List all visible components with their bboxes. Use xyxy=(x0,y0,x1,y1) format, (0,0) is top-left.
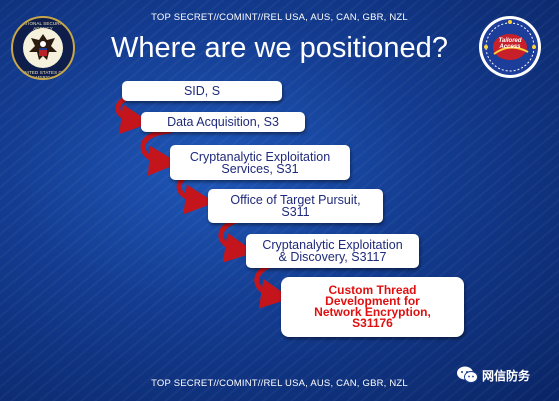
org-box-sid: SID, S xyxy=(122,81,282,101)
tailored-access-text: Tailored Access xyxy=(498,38,522,50)
seal-bottom-text: UNITED STATES OF AMERICA xyxy=(21,70,65,80)
wechat-icon xyxy=(456,365,478,385)
seal-top-text: NATIONAL SECURITY AGENCY xyxy=(19,21,67,31)
org-box-office-of-target-pursuit: Office of Target Pursuit, S311 xyxy=(208,189,383,223)
page-title: Where are we positioned? xyxy=(111,32,448,64)
org-box-cryptanalytic-exploitation-discovery: Cryptanalytic Exploitation & Discovery, … xyxy=(246,234,419,268)
classification-banner-top: TOP SECRET//COMINT//REL USA, AUS, CAN, G… xyxy=(151,12,408,23)
classification-banner-bottom: TOP SECRET//COMINT//REL USA, AUS, CAN, G… xyxy=(151,378,408,389)
tailored-access-logo: Tailored Access xyxy=(474,14,546,80)
nsa-seal-logo: NATIONAL SECURITY AGENCY UNITED STATES O… xyxy=(11,16,75,80)
watermark-text: 网信防务 xyxy=(482,368,531,383)
wechat-watermark: 网信防务 xyxy=(456,364,530,386)
org-box-custom-thread-development: Custom Thread Development for Network En… xyxy=(281,277,464,337)
seal-graphic xyxy=(23,28,63,68)
tailored-access-graphic xyxy=(479,16,541,78)
connector-arrow-2 xyxy=(140,128,179,176)
org-box-cryptanalytic-exploitation-services: Cryptanalytic Exploitation Services, S31 xyxy=(170,145,350,180)
org-box-data-acquisition: Data Acquisition, S3 xyxy=(141,112,305,132)
